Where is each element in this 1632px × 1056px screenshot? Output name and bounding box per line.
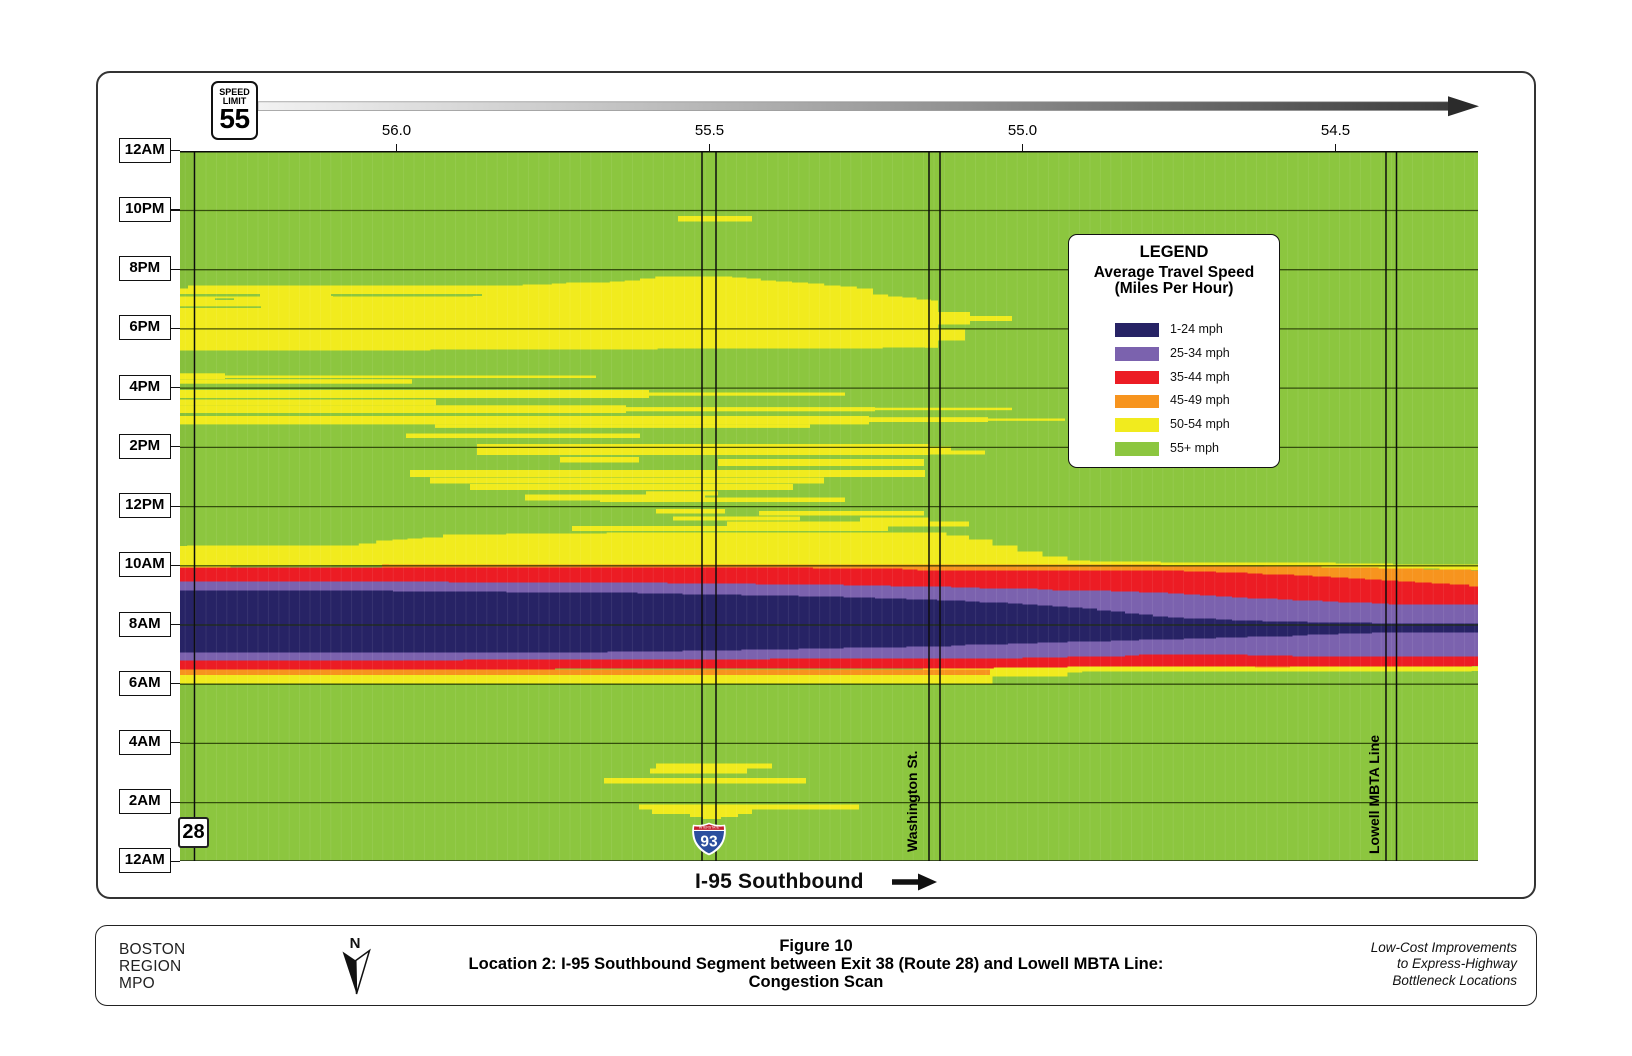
svg-text:93: 93 [700,833,718,850]
svg-text:INTERSTATE: INTERSTATE [699,825,720,829]
svg-text:N: N [350,935,361,952]
